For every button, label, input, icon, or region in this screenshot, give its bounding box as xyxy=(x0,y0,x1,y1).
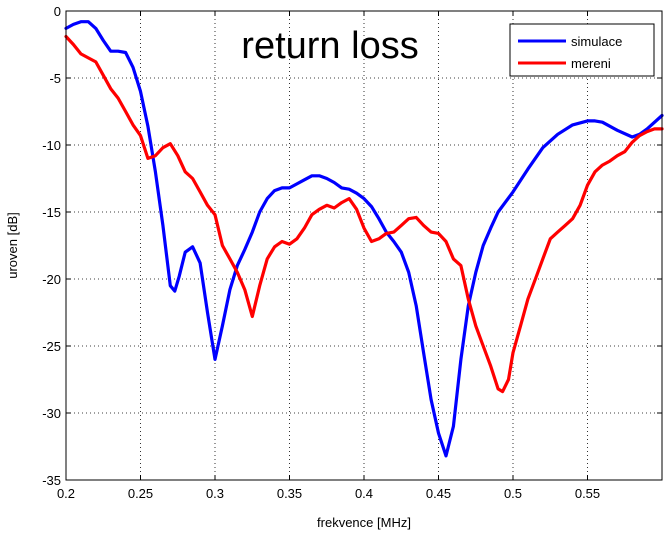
series-line-simulace xyxy=(64,20,664,458)
legend: simulace mereni xyxy=(509,23,655,77)
x-tick-label: 0.45 xyxy=(426,486,451,501)
legend-box xyxy=(509,23,655,77)
series-layer xyxy=(64,20,664,458)
y-axis-label: uroven [dB] xyxy=(5,212,20,279)
axis-ticks xyxy=(65,10,662,481)
x-tick-labels: 0.2 0.25 0.3 0.35 0.4 0.45 0.5 0.55 xyxy=(57,486,600,501)
y-tick-label: -25 xyxy=(42,339,61,354)
y-tick-label: -35 xyxy=(42,473,61,488)
plot-area xyxy=(66,11,662,480)
y-tick-label: -20 xyxy=(42,272,61,287)
x-tick-label: 0.35 xyxy=(277,486,302,501)
y-tick-label: -30 xyxy=(42,406,61,421)
y-tick-label: -5 xyxy=(49,71,61,86)
series-line-mereni xyxy=(64,34,664,394)
x-tick-label: 0.4 xyxy=(355,486,373,501)
x-tick-label: 0.2 xyxy=(57,486,75,501)
grid-lines xyxy=(66,11,662,480)
x-axis-label: frekvence [MHz] xyxy=(317,515,411,530)
chart-title: return loss xyxy=(241,25,418,67)
legend-label-mereni: mereni xyxy=(571,56,611,71)
x-tick-label: 0.5 xyxy=(504,486,522,501)
x-tick-label: 0.25 xyxy=(128,486,153,501)
x-tick-label: 0.3 xyxy=(206,486,224,501)
y-tick-label: 0 xyxy=(54,4,61,19)
legend-label-simulace: simulace xyxy=(571,34,622,49)
y-tick-label: -15 xyxy=(42,205,61,220)
y-tick-label: -10 xyxy=(42,138,61,153)
y-tick-labels: -35 -30 -25 -20 -15 -10 -5 0 xyxy=(42,4,61,488)
x-tick-label: 0.55 xyxy=(575,486,600,501)
